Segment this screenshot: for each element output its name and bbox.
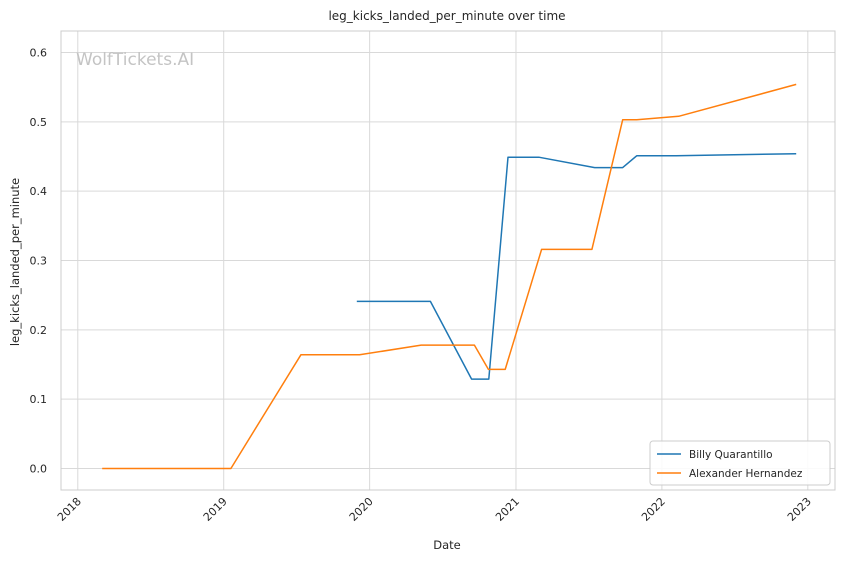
y-tick-label: 0.0 bbox=[30, 463, 48, 476]
legend-label: Billy Quarantillo bbox=[689, 449, 773, 461]
x-axis-label: Date bbox=[433, 538, 461, 552]
series-line-1 bbox=[356, 152, 797, 380]
legend: Billy Quarantillo Alexander Hernandez bbox=[649, 440, 831, 486]
series-lines bbox=[102, 83, 797, 470]
watermark: WolfTickets.AI bbox=[76, 50, 194, 70]
y-tick-label: 0.1 bbox=[30, 393, 48, 406]
legend-label: Alexander Hernandez bbox=[689, 468, 803, 480]
y-tick-label: 0.5 bbox=[30, 116, 48, 129]
chart-title: leg_kicks_landed_per_minute over time bbox=[328, 9, 565, 23]
y-tick-label: 0.6 bbox=[30, 46, 48, 59]
series-line-2 bbox=[102, 83, 797, 470]
y-tick-label: 0.3 bbox=[30, 255, 48, 268]
y-axis-label: leg_kicks_landed_per_minute bbox=[8, 178, 22, 346]
legend-box bbox=[649, 440, 831, 486]
plot-frame bbox=[60, 30, 836, 491]
y-tick-label: 0.4 bbox=[30, 185, 48, 198]
y-tick-label: 0.2 bbox=[30, 324, 48, 337]
